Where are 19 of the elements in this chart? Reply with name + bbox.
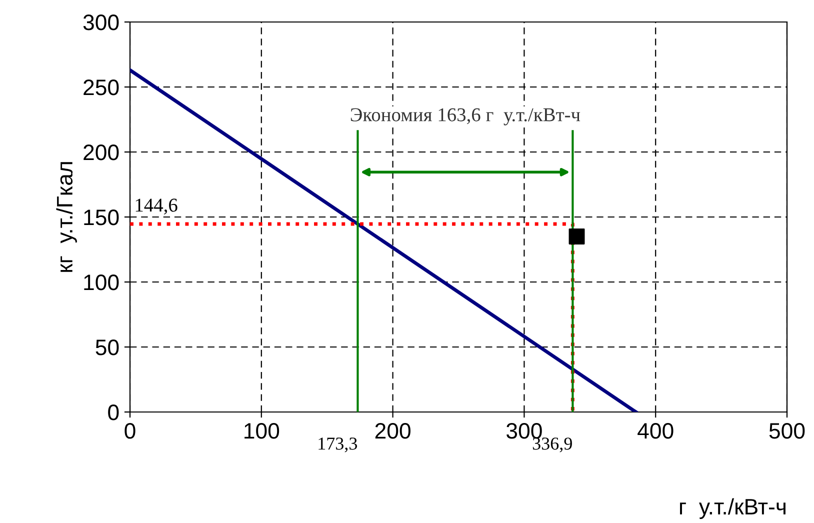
y-tick-label: 200 xyxy=(84,144,119,160)
x-tick-label: 500 xyxy=(769,423,805,439)
annotation: 144,6 xyxy=(136,198,178,215)
y-tick-label: 50 xyxy=(96,340,119,356)
annotation: 173,3 xyxy=(318,438,358,452)
x-tick-label: 400 xyxy=(638,423,674,439)
x-tick-label: 200 xyxy=(375,423,410,439)
x-tick-label: 0 xyxy=(124,423,136,439)
y-tick-label: 150 xyxy=(84,210,119,226)
annotation: 336,9 xyxy=(532,438,572,452)
x-axis-title: г у.т./кВт-ч xyxy=(680,498,786,519)
y-tick-label: 100 xyxy=(84,274,119,290)
y-axis-title: кг у.т./Гкал xyxy=(56,162,77,272)
x-tick-label: 100 xyxy=(244,423,280,439)
y-tick-label: 250 xyxy=(84,80,119,96)
annotation: Экономия 163,6 г у.т./кВт-ч xyxy=(350,108,580,126)
x-tick-label: 300 xyxy=(506,423,542,439)
y-tick-label: 0 xyxy=(108,404,119,420)
y-tick-label: 300 xyxy=(83,14,119,30)
